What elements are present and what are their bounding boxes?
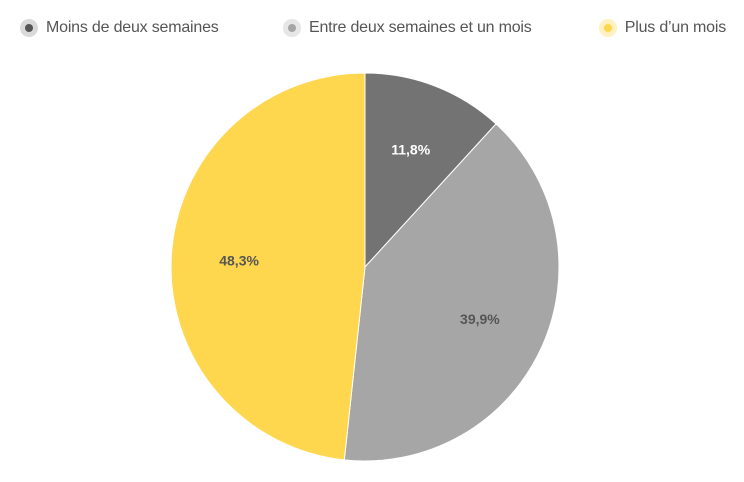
legend-marker — [598, 19, 617, 37]
slice-data-label-2: 39,9% — [460, 311, 500, 327]
pie-slice-1 — [364, 72, 497, 269]
legend-label: Entre deux semaines et un mois — [309, 19, 532, 36]
pie-slice-2 — [343, 123, 560, 462]
legend-marker — [283, 19, 301, 37]
slice-data-label-1: 11,8% — [391, 142, 430, 158]
legend-item-entre-deux-semaines-et-un-mois: Entre deux semaines et un mois — [283, 14, 532, 42]
chart-legend: Moins de deux semaines Entre deux semain… — [20, 14, 726, 42]
pie-slice-3 — [170, 72, 366, 461]
legend-label: Plus d’un mois — [624, 19, 726, 36]
legend-marker — [20, 19, 38, 37]
legend-item-moins-de-deux-semaines: Moins de deux semaines — [20, 14, 219, 42]
slice-data-label-3: 48,3% — [219, 252, 259, 268]
legend-item-plus-d-un-mois: Plus d’un mois — [598, 14, 726, 42]
legend-label: Moins de deux semaines — [46, 19, 219, 36]
